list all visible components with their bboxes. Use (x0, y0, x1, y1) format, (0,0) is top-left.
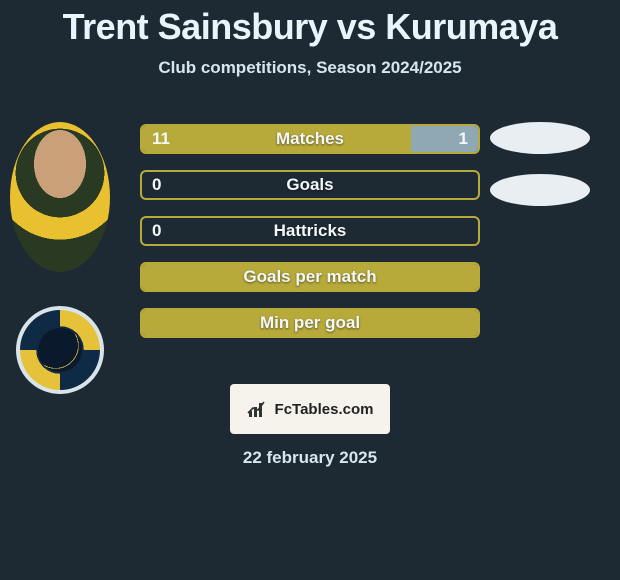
stat-value-left: 0 (152, 175, 161, 195)
stat-value-left: 11 (152, 129, 170, 149)
stats-panel: Matches111Goals0Hattricks0Goals per matc… (140, 124, 480, 354)
player-left-photo (10, 122, 110, 272)
stat-label: Goals (142, 175, 478, 195)
stat-row: Goals0 (140, 170, 480, 200)
subtitle: Club competitions, Season 2024/2025 (0, 58, 620, 78)
brand-chart-icon (247, 399, 269, 419)
stat-row: Min per goal (140, 308, 480, 338)
stat-row: Hattricks0 (140, 216, 480, 246)
stat-label: Matches (142, 129, 478, 149)
brand-label: FcTables.com (275, 401, 374, 418)
stat-label: Min per goal (142, 313, 478, 333)
stat-value-right: 1 (459, 129, 468, 149)
player-right-placeholder (490, 122, 590, 154)
date-label: 22 february 2025 (0, 448, 620, 468)
stat-value-left: 0 (152, 221, 161, 241)
brand-badge: FcTables.com (230, 384, 390, 434)
player-left-column (10, 122, 110, 394)
stat-label: Goals per match (142, 267, 478, 287)
player-right-placeholder (490, 174, 590, 206)
stat-row: Goals per match (140, 262, 480, 292)
player-right-column (490, 122, 600, 226)
page-title: Trent Sainsbury vs Kurumaya (0, 0, 620, 48)
player-left-club-logo (16, 306, 104, 394)
stat-row: Matches111 (140, 124, 480, 154)
stat-label: Hattricks (142, 221, 478, 241)
